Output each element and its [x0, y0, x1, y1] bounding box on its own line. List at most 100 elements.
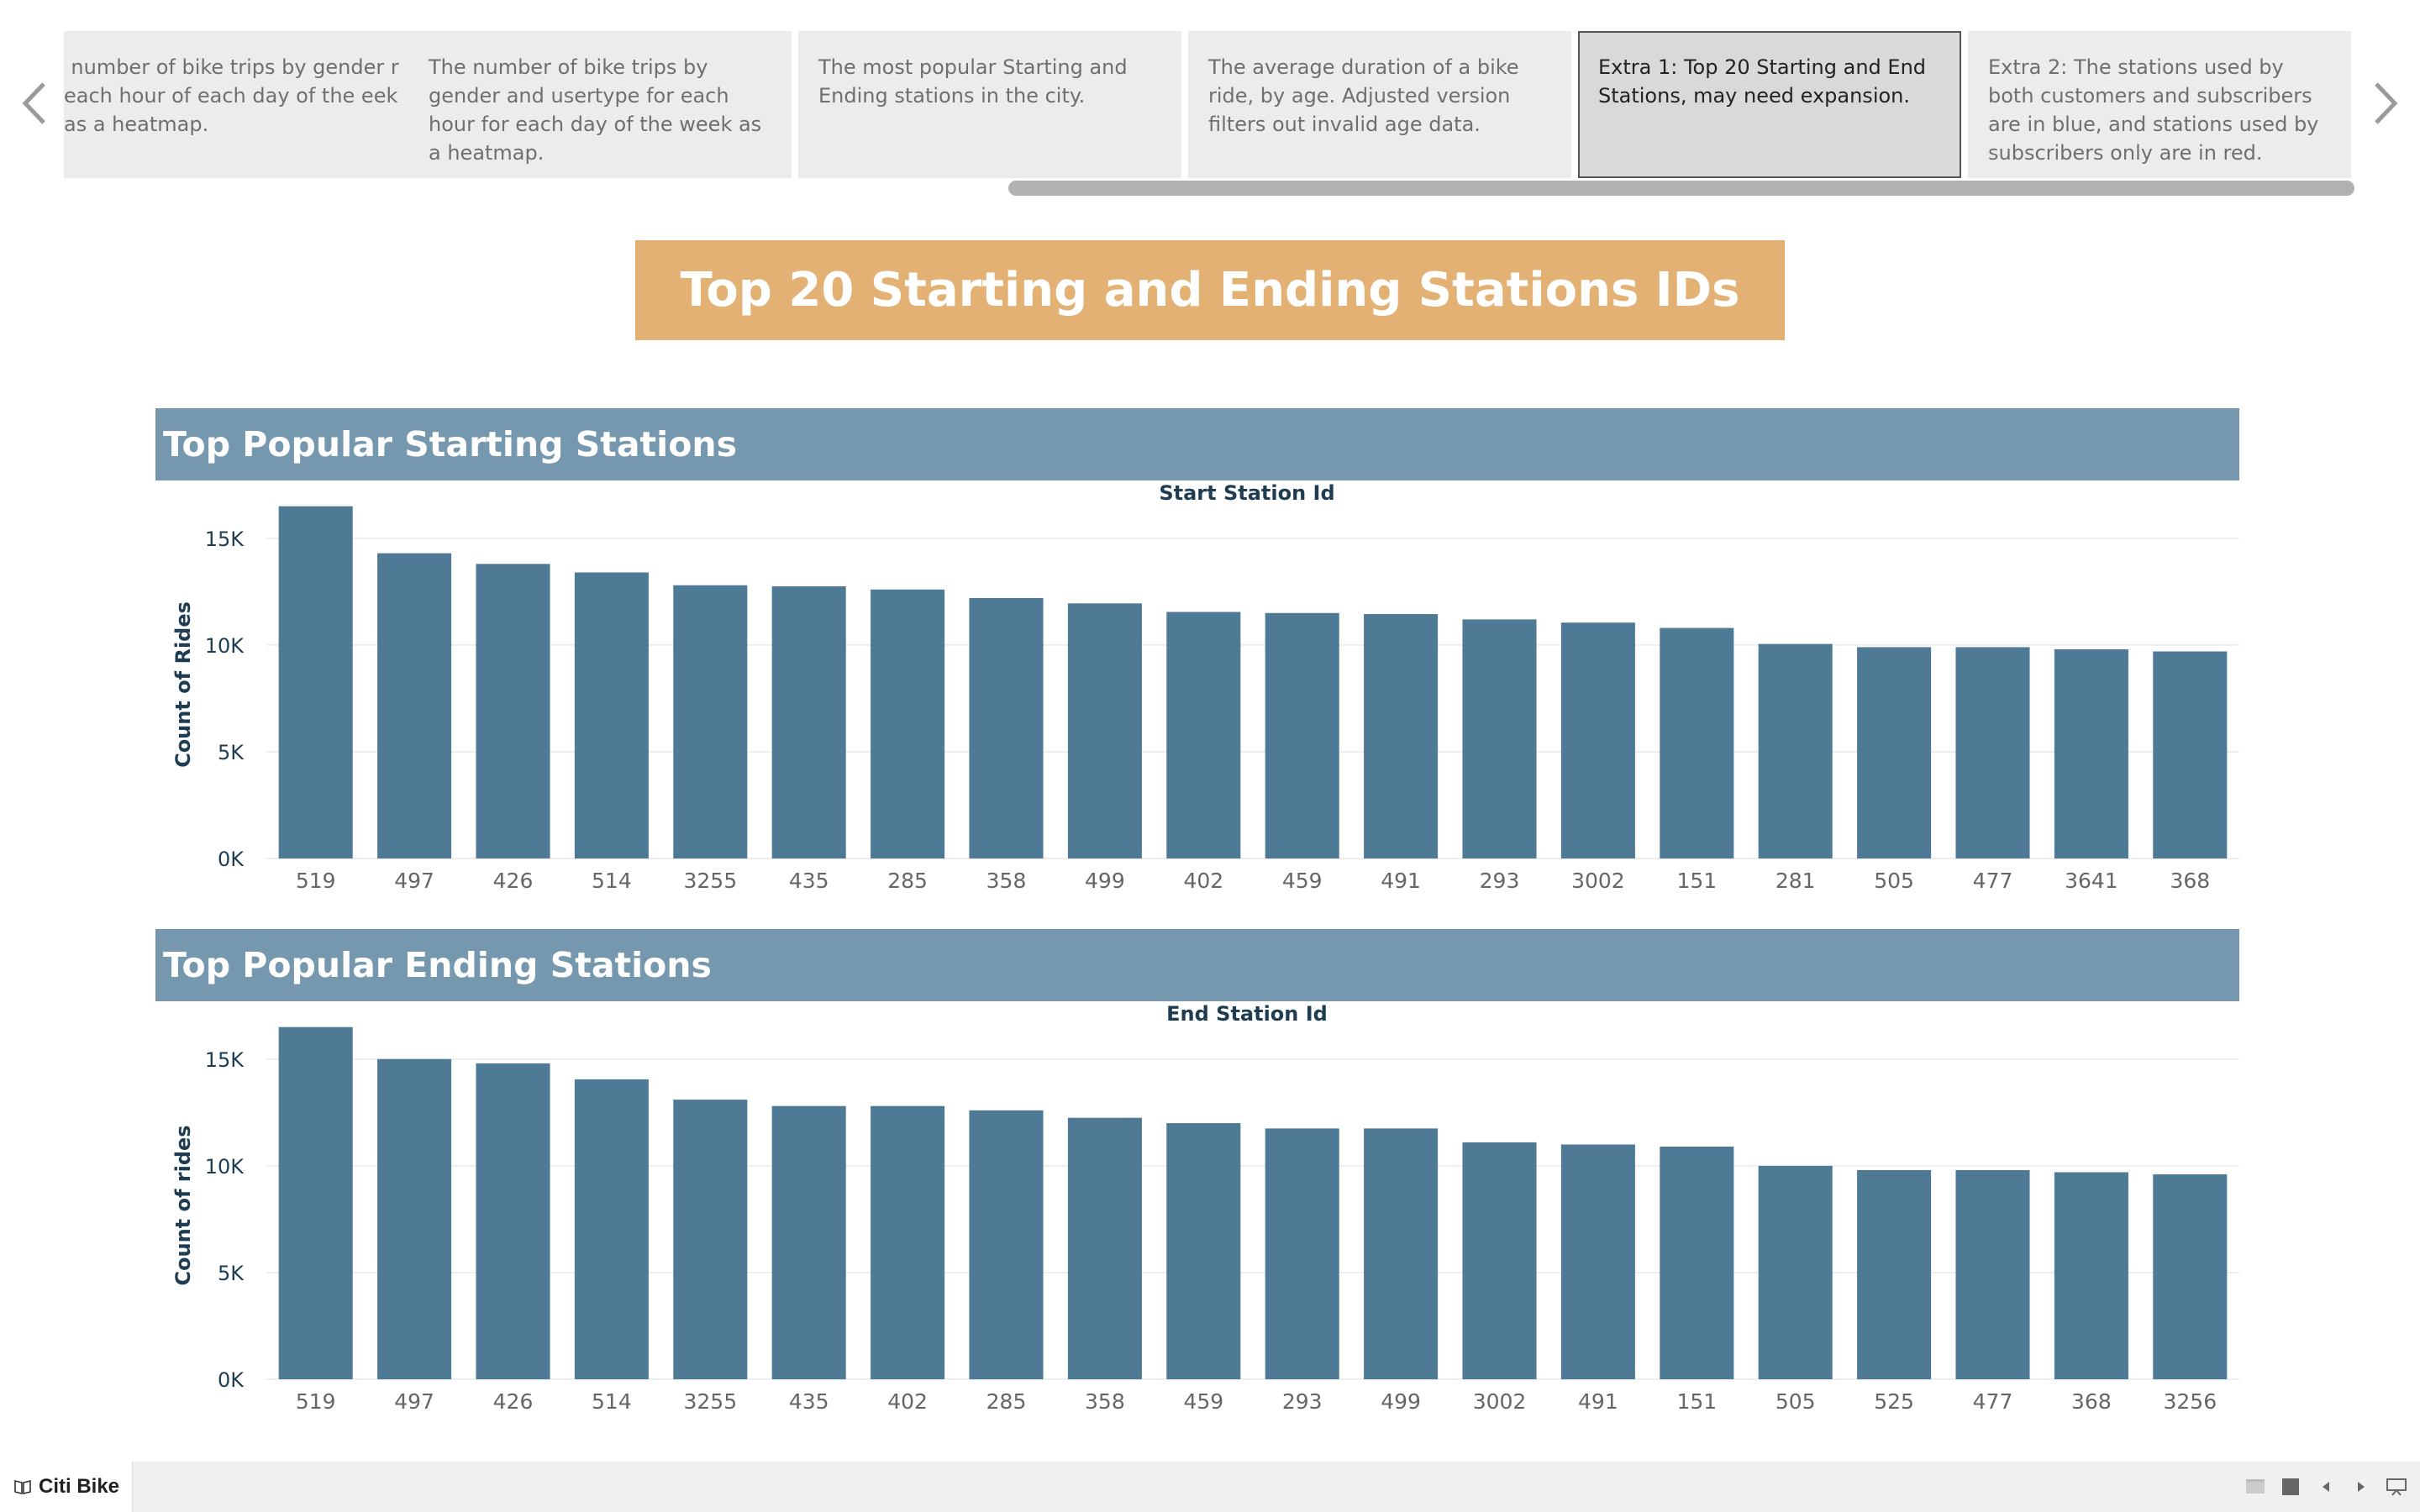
x-tick-label: 358: [1085, 1389, 1125, 1414]
x-tick-label: 426: [493, 869, 534, 893]
y-tick-label: 15K: [205, 528, 245, 551]
x-tick-label: 491: [1578, 1389, 1618, 1414]
story-point-2[interactable]: The number of bike trips by gender and u…: [408, 31, 792, 178]
bar: [1364, 1128, 1439, 1379]
book-icon: [14, 1479, 31, 1495]
x-tick-label: 519: [296, 1389, 336, 1414]
story-point-6[interactable]: Extra 2: The stations used by both custo…: [1968, 31, 2351, 178]
bottom-toolbar: Citi Bike: [0, 1462, 2420, 1512]
x-tick-label: 281: [1776, 869, 1816, 893]
story-point-1[interactable]: e number of bike trips by gender r each …: [64, 31, 447, 178]
bar: [1067, 1117, 1142, 1379]
bar: [1955, 647, 2030, 858]
story-point-3[interactable]: The most popular Starting and Ending sta…: [798, 31, 1181, 178]
x-tick-label: 368: [2071, 1389, 2112, 1414]
story-points: e number of bike trips by gender r each …: [64, 31, 2356, 178]
bar: [1364, 614, 1439, 858]
x-tick-label: 497: [394, 869, 434, 893]
bar: [377, 553, 452, 858]
y-tick-label: 10K: [205, 634, 245, 658]
x-tick-label: 499: [1381, 1389, 1421, 1414]
bar: [771, 586, 846, 858]
toolbar-tools: [2244, 1462, 2420, 1512]
chevron-left-icon[interactable]: [10, 74, 60, 133]
x-tick-label: 491: [1381, 869, 1421, 893]
x-tick-label: 426: [493, 1389, 534, 1414]
x-tick-label: 358: [986, 869, 1027, 893]
end-station-chart: End Station Id 0K 5K 10K 15K Count of rides 51…: [171, 1002, 2239, 1414]
x-tick-label: 151: [1676, 1389, 1717, 1414]
x-tick-label: 285: [986, 1389, 1027, 1414]
bar: [871, 589, 945, 858]
bar: [2054, 648, 2128, 858]
x-tick-label: 3641: [2065, 869, 2118, 893]
bar: [574, 572, 649, 858]
bar: [1560, 1144, 1635, 1379]
x-tick-label: 368: [2170, 869, 2210, 893]
x-tick-label: 519: [296, 869, 336, 893]
x-tick-label: 505: [1776, 1389, 1816, 1414]
bar: [476, 564, 550, 858]
bar: [1265, 612, 1339, 858]
thumbnail-view-icon[interactable]: [2244, 1475, 2267, 1499]
x-tick-label: 435: [789, 869, 829, 893]
x-tick-label: 499: [1085, 869, 1125, 893]
bar: [1758, 643, 1833, 858]
bar: [1462, 619, 1537, 858]
x-tick-label: 402: [1183, 869, 1223, 893]
x-tick-label: 285: [887, 869, 928, 893]
story-point-5[interactable]: Extra 1: Top 20 Starting and End Station…: [1578, 31, 1961, 178]
bar: [1758, 1165, 1833, 1379]
bar: [1660, 627, 1734, 858]
x-tick-label: 477: [1973, 869, 2013, 893]
x-tick-label: 505: [1874, 869, 1914, 893]
bar: [1560, 622, 1635, 858]
brand-link[interactable]: Citi Bike: [0, 1462, 133, 1512]
bar: [476, 1063, 550, 1379]
x-tick-label: 459: [1282, 869, 1323, 893]
story-navigator: e number of bike trips by gender r each …: [0, 0, 2420, 202]
dashboard-title: Top 20 Starting and Ending Stations IDs: [635, 240, 1785, 340]
y-tick-label: 10K: [205, 1155, 245, 1179]
bar: [278, 1026, 353, 1379]
story-point-4[interactable]: The average duration of a bike ride, by …: [1188, 31, 1571, 178]
x-tick-label: 514: [592, 1389, 632, 1414]
next-icon[interactable]: [2349, 1475, 2373, 1499]
x-tick-label: 477: [1973, 1389, 2013, 1414]
x-tick-label: 3255: [683, 1389, 737, 1414]
y-tick-label: 5K: [218, 741, 245, 764]
bar: [673, 1100, 748, 1379]
previous-icon[interactable]: [2314, 1475, 2338, 1499]
chart-title: Start Station Id: [1159, 481, 1334, 505]
x-tick-label: 293: [1480, 869, 1520, 893]
x-tick-label: 514: [592, 869, 632, 893]
x-tick-label: 293: [1282, 1389, 1323, 1414]
section-header-end: Top Popular Ending Stations: [155, 929, 2239, 1001]
x-tick-label: 402: [887, 1389, 928, 1414]
x-tick-label: 435: [789, 1389, 829, 1414]
x-tick-label: 3255: [683, 869, 737, 893]
y-tick-label: 0K: [218, 848, 245, 871]
bar: [871, 1105, 945, 1379]
bar: [1857, 647, 1932, 858]
chevron-right-icon[interactable]: [2360, 74, 2410, 133]
chart-title: End Station Id: [1166, 1002, 1328, 1026]
y-axis-label: Count of Rides: [171, 601, 195, 768]
story-scrollbar[interactable]: [1008, 181, 2354, 196]
start-station-chart: Start Station Id 0K 5K 10K 15K Count of Rides…: [171, 481, 2239, 893]
section-header-start: Top Popular Starting Stations: [155, 408, 2239, 480]
bar: [673, 585, 748, 858]
bar: [1955, 1169, 2030, 1379]
bar: [278, 506, 353, 858]
bar: [2153, 1174, 2228, 1379]
presentation-icon[interactable]: [2385, 1475, 2408, 1499]
brand-name: Citi Bike: [39, 1475, 120, 1498]
y-tick-label: 5K: [218, 1262, 245, 1285]
x-tick-label: 459: [1183, 1389, 1223, 1414]
x-tick-label: 3002: [1473, 1389, 1527, 1414]
bar: [1166, 612, 1241, 858]
fullscreen-view-icon[interactable]: [2279, 1475, 2302, 1499]
y-tick-label: 0K: [218, 1368, 245, 1392]
bar: [969, 597, 1044, 858]
x-tick-label: 151: [1676, 869, 1717, 893]
